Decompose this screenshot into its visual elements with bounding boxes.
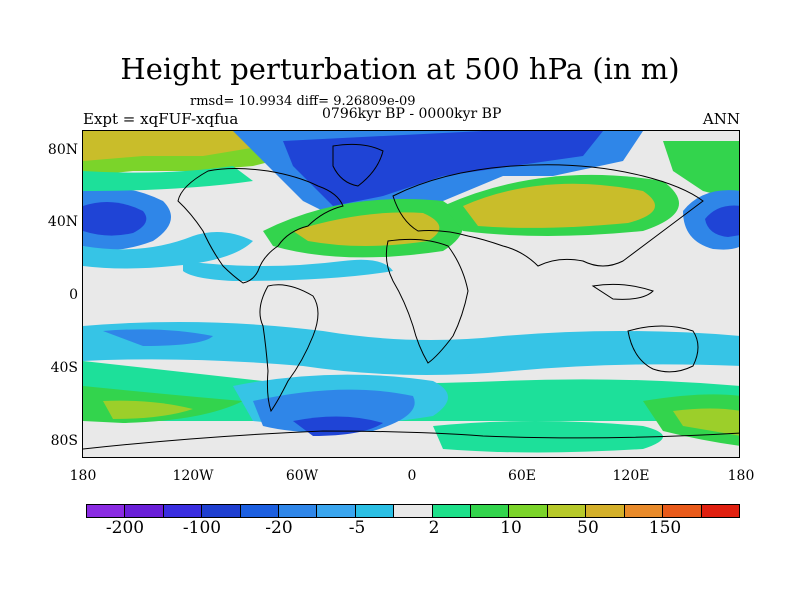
field-yellow-northatlantic-core [293, 212, 440, 246]
colorbar-swatch [87, 505, 126, 517]
lat-tick-label: 40S [50, 360, 78, 376]
coast-australia [627, 325, 699, 373]
field-teal-northern-band [83, 166, 253, 191]
field-lightblue-southatlantic [373, 342, 473, 373]
coast-greenland [332, 143, 384, 187]
coast-antarctica [83, 430, 739, 450]
lon-tick-label: 60W [285, 468, 319, 484]
field-yellow-arctic-west [83, 131, 283, 161]
field-yellow-asia [463, 183, 655, 228]
field-green-pacific-east [663, 141, 739, 201]
field-darkblue-northpacific-west [83, 202, 147, 236]
colorbar [86, 504, 740, 518]
page-title: Height perturbation at 500 hPa (in m) [120, 52, 680, 86]
colorbar-label: 50 [577, 518, 599, 538]
lon-tick-label: 120E [612, 468, 650, 484]
colorbar-label: -5 [348, 518, 366, 538]
lat-tick-label: 80S [50, 433, 78, 449]
colorbar-swatch [202, 505, 241, 517]
colorbar-swatch [586, 505, 625, 517]
colorbar-swatch [394, 505, 433, 517]
lat-tick-label: 0 [69, 287, 78, 303]
map-contour-plot [83, 131, 739, 457]
colorbar-label: 2 [428, 518, 440, 538]
coast-indonesia [591, 283, 654, 300]
field-darkblue-northpacific-east [705, 205, 739, 237]
field-blue-subtropical-south [103, 329, 213, 346]
subtitle: 0796kyr BP - 0000kyr BP [322, 106, 502, 122]
colorbar-label: -200 [105, 518, 145, 538]
colorbar-swatch [624, 505, 664, 517]
field-darkblue-arctic [283, 131, 603, 206]
field-yellow-south-band [103, 400, 193, 419]
lat-tick-label: 80N [47, 142, 78, 158]
colorbar-swatch [509, 505, 548, 517]
colorbar-label: 150 [648, 518, 682, 538]
field-lightblue-equatorial [183, 259, 393, 281]
coastlines [83, 143, 739, 450]
colorbar-swatch [240, 505, 280, 517]
coast-north-america [177, 168, 344, 284]
lon-tick-label: 120W [172, 468, 214, 484]
colorbar-label: -100 [182, 518, 222, 538]
colorbar-swatch [471, 505, 510, 517]
colorbar-swatch [355, 505, 395, 517]
lat-tick-label: 40N [47, 214, 78, 230]
season-label: ANN [702, 110, 740, 128]
lon-tick-label: 60E [507, 468, 537, 484]
colorbar-swatch [279, 505, 318, 517]
lon-tick-label: 180 [69, 468, 97, 484]
colorbar-swatch [317, 505, 356, 517]
colorbar-swatch [163, 505, 203, 517]
coast-south-america [259, 284, 319, 413]
colorbar-label: -20 [265, 518, 293, 538]
map-panel [82, 130, 740, 458]
colorbar-swatch [125, 505, 164, 517]
lon-tick-label: 0 [407, 468, 417, 484]
colorbar-swatch [663, 505, 702, 517]
colorbar-label: 10 [500, 518, 522, 538]
field-lightblue-pacific-band [83, 232, 253, 269]
coast-africa [385, 238, 469, 364]
experiment-label: Expt = xqFUF-xqfua [83, 110, 239, 128]
coast-eurasia [392, 164, 704, 267]
field-teal-antarctic-coast [433, 421, 663, 453]
lon-tick-label: 180 [727, 468, 755, 484]
colorbar-swatch [547, 505, 587, 517]
colorbar-swatch [701, 505, 739, 517]
colorbar-swatch [432, 505, 472, 517]
stats-line: rmsd= 10.9934 diff= 9.26809e-09 [190, 94, 416, 109]
field-yellow-antarctic-east [673, 408, 739, 436]
